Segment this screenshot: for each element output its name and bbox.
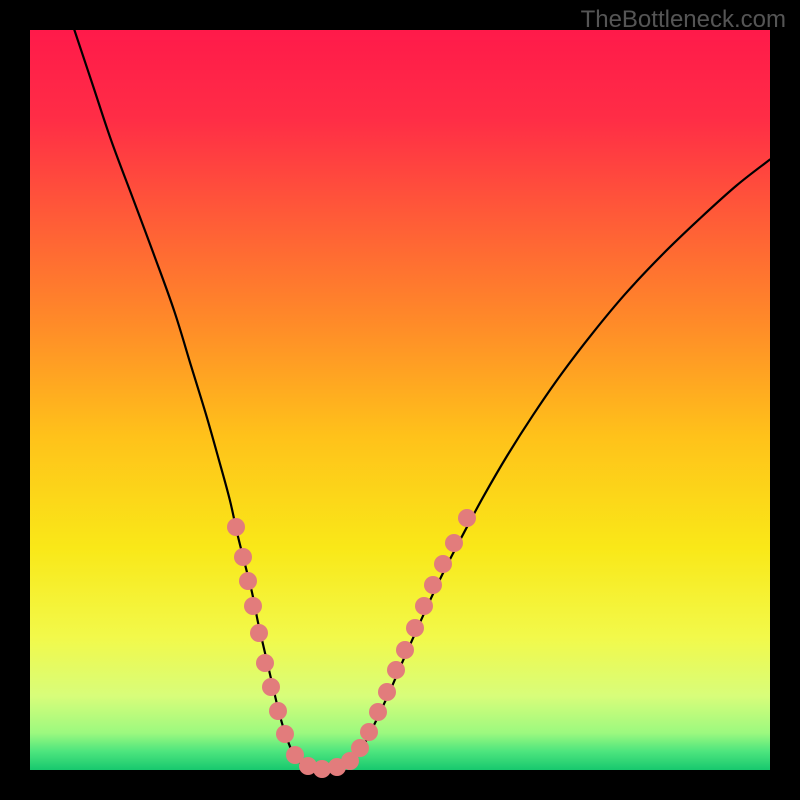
data-marker [396,641,414,659]
data-marker [406,619,424,637]
data-marker [360,723,378,741]
data-marker [424,576,442,594]
data-marker [378,683,396,701]
left-curve-line [74,30,315,769]
data-marker [269,702,287,720]
data-marker [369,703,387,721]
data-marker [262,678,280,696]
bottleneck-curve [30,30,770,770]
watermark-text: TheBottleneck.com [581,6,786,34]
data-marker [239,572,257,590]
data-marker [276,725,294,743]
data-marker [434,555,452,573]
data-marker [387,661,405,679]
data-marker [458,509,476,527]
data-marker [227,518,245,536]
data-marker [445,534,463,552]
plot-area [30,30,770,770]
data-marker [415,597,433,615]
right-curve-line [315,160,770,769]
data-marker [351,739,369,757]
data-marker [234,548,252,566]
data-marker [250,624,268,642]
data-marker [256,654,274,672]
data-marker [244,597,262,615]
